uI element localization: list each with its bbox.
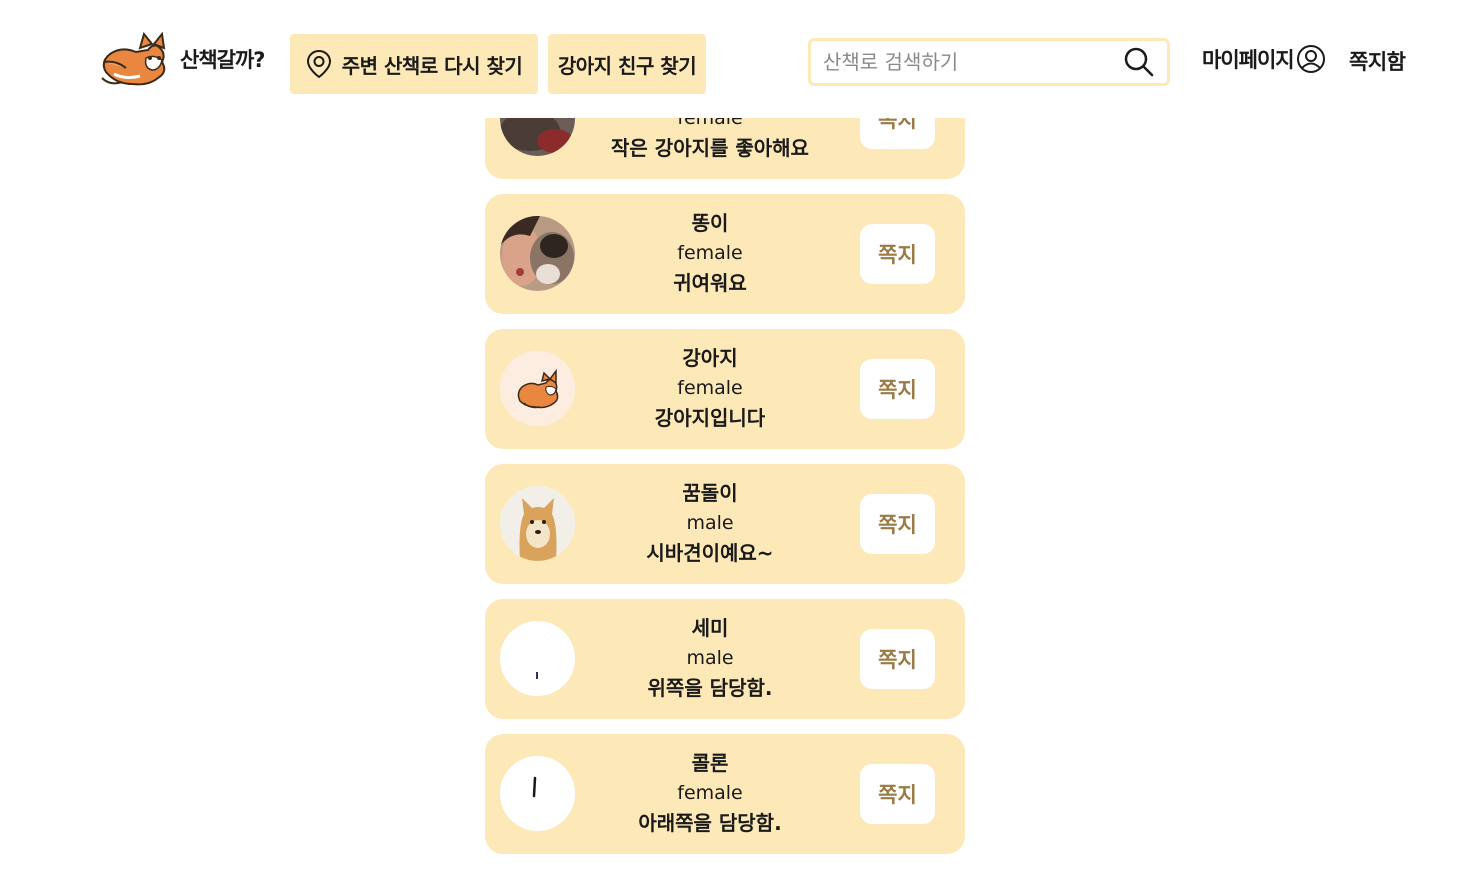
dog-card: 똥이 female 귀여워요 쪽지 [485, 194, 965, 314]
nav-walk-label: 주변 산책로 다시 찾기 [341, 53, 523, 78]
dog-name: 꿈돌이 [682, 481, 738, 505]
search-button[interactable] [1121, 44, 1157, 80]
dog-avatar [500, 216, 575, 291]
dog-info: female 작은 강아지를 좋아해요 [585, 73, 835, 163]
dog-intro: 작은 강아지를 좋아해요 [611, 136, 809, 160]
nav-dog-friend-button[interactable]: 강아지 친구 찾기 [548, 34, 706, 94]
send-message-button[interactable]: 쪽지 [860, 764, 935, 824]
dog-avatar [500, 756, 575, 831]
user-icon [1296, 45, 1325, 73]
dog-name: 강아지 [682, 346, 738, 370]
dog-avatar [500, 351, 575, 426]
mypage-label: 마이페이지 [1202, 48, 1295, 72]
blank-avatar-line [500, 756, 575, 831]
dog-intro: 위쪽을 담당함. [647, 676, 773, 700]
dog-info: 강아지 female 강아지입니다 [585, 343, 835, 433]
dog-gender: male [686, 512, 734, 534]
shiba-dog-photo [500, 486, 575, 561]
dog-info: 꿈돌이 male 시바견이예요~ [585, 478, 835, 568]
dog-avatar [500, 621, 575, 696]
location-pin-icon [306, 49, 331, 79]
dog-name: 똥이 [691, 211, 729, 235]
send-message-button[interactable]: 쪽지 [860, 224, 935, 284]
dog-gender: female [677, 242, 743, 264]
dog-card: 콜론 female 아래쪽을 담당함. 쪽지 [485, 734, 965, 854]
send-message-button[interactable]: 쪽지 [860, 494, 935, 554]
header: 산책갈까? 주변 산책로 다시 찾기 강아지 친구 찾기 마이페이지 [0, 0, 1480, 118]
dog-avatar [500, 486, 575, 561]
person-with-dog-photo [500, 216, 575, 291]
dog-info: 똥이 female 귀여워요 [585, 208, 835, 298]
logo-text: 산책갈까? [180, 48, 265, 72]
dog-friend-list: female 작은 강아지를 좋아해요 쪽지 똥이 femal [485, 59, 965, 869]
dog-card: 세미 male 위쪽을 담당함. 쪽지 [485, 599, 965, 719]
nav-walk-trail-button[interactable]: 주변 산책로 다시 찾기 [290, 34, 538, 94]
dog-gender: female [677, 377, 743, 399]
mypage-link[interactable]: 마이페이지 [1202, 44, 1326, 74]
send-message-button[interactable]: 쪽지 [860, 629, 935, 689]
dog-info: 세미 male 위쪽을 담당함. [585, 613, 835, 703]
dog-card: 꿈돌이 male 시바견이예요~ 쪽지 [485, 464, 965, 584]
shiba-logo-icon [101, 31, 166, 86]
dog-info: 콜론 female 아래쪽을 담당함. [585, 748, 835, 838]
dog-gender: male [686, 647, 734, 669]
messagebox-link[interactable]: 쪽지함 [1349, 50, 1406, 74]
shiba-logo-avatar-icon [500, 351, 575, 426]
search-box [808, 38, 1170, 86]
send-message-button[interactable]: 쪽지 [860, 359, 935, 419]
logo[interactable]: 산책갈까? [96, 28, 265, 90]
dog-intro: 귀여워요 [673, 271, 747, 295]
blank-avatar-dot [500, 621, 575, 696]
search-icon [1124, 47, 1154, 77]
dog-name: 세미 [691, 616, 729, 640]
dog-intro: 아래쪽을 담당함. [638, 811, 782, 835]
dog-name: 콜론 [691, 751, 729, 775]
nav-friend-label: 강아지 친구 찾기 [557, 53, 697, 78]
dog-card: 강아지 female 강아지입니다 쪽지 [485, 329, 965, 449]
search-input[interactable] [821, 49, 1121, 75]
dog-gender: female [677, 782, 743, 804]
dog-intro: 강아지입니다 [654, 406, 766, 430]
dog-intro: 시바견이예요~ [646, 541, 774, 565]
